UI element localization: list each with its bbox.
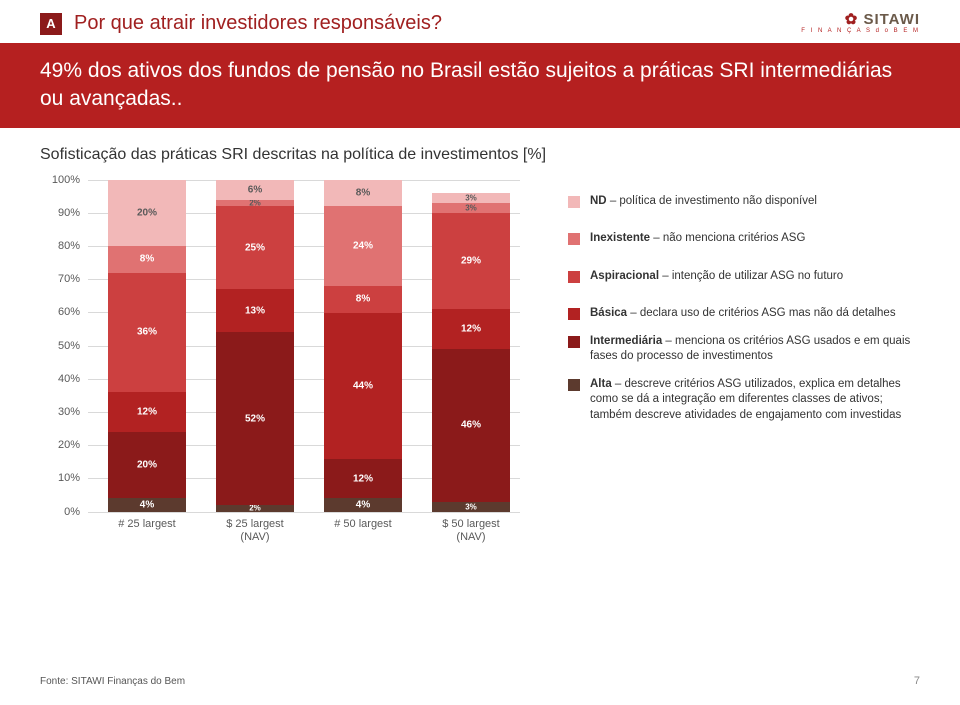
segment-alta: 4% [108,498,186,511]
segment-label: 4% [108,500,186,511]
plot-area: 4% 20% 12% 36% 8% 20% 2% 52% 13% 25% 2% 6% 4% 12% 44% 8… [88,180,520,512]
stacked-bar-chart: 0% 10% 20% 30% 40% 50% 60% 70% 80% 90% 100% 4% 20% 1… [40,174,540,564]
legend-text-alta: Alta – descreve critérios ASG utilizados… [590,377,920,424]
segment-label: 2% [216,504,294,513]
y-tick-label: 30% [58,406,80,418]
y-tick-label: 100% [52,174,80,186]
swatch-alta [568,379,580,391]
legend-text-nd: ND – política de investimento não dispon… [590,194,817,210]
segment-label: 3% [432,193,510,202]
section-badge: A [40,13,62,35]
legend-item-alta: Alta – descreve critérios ASG utilizados… [568,377,920,424]
segment-label: 8% [108,254,186,265]
legend-text-inexistente: Inexistente – não menciona critérios ASG [590,231,805,247]
segment-inexistente: 8% [108,246,186,273]
y-tick-label: 90% [58,207,80,219]
segment-basica: 13% [216,289,294,332]
logo-tagline: F I N A N Ç A S d o B E M [801,28,920,34]
content: 0% 10% 20% 30% 40% 50% 60% 70% 80% 90% 100% 4% 20% 1… [0,168,960,564]
y-tick-label: 60% [58,306,80,318]
segment-label: 13% [216,305,294,316]
x-tick-label: $ 50 largest (NAV) [426,518,516,544]
x-tick-label: # 50 largest [318,518,408,531]
segment-label: 3% [432,502,510,511]
y-tick-label: 70% [58,273,80,285]
segment-label: 46% [432,420,510,431]
segment-nd: 6% [216,180,294,200]
y-tick-label: 40% [58,373,80,385]
segment-label: 25% [216,242,294,253]
segment-inexistente: 3% [432,203,510,213]
segment-label: 12% [108,407,186,418]
swatch-intermediaria [568,336,580,348]
swatch-basica [568,308,580,320]
bar-1: 2% 52% 13% 25% 2% 6% [216,180,294,512]
y-tick-label: 10% [58,472,80,484]
segment-label: 52% [216,413,294,424]
swatch-inexistente [568,233,580,245]
y-tick-label: 80% [58,240,80,252]
segment-label: 6% [216,184,294,195]
segment-nd: 20% [108,180,186,246]
segment-label: 24% [324,241,402,252]
swatch-aspiracional [568,271,580,283]
logo: ✿ SITAWI F I N A N Ç A S d o B E M [801,10,920,34]
segment-aspiracional: 36% [108,273,186,393]
legend-text-basica: Básica – declara uso de critérios ASG ma… [590,306,896,322]
segment-label: 3% [432,203,510,212]
y-axis: 0% 10% 20% 30% 40% 50% 60% 70% 80% 90% 100% [40,174,84,518]
y-tick-label: 50% [58,340,80,352]
chart-title: Sofisticação das práticas SRI descritas … [0,128,960,168]
segment-aspiracional: 25% [216,206,294,289]
segment-label: 8% [324,187,402,198]
legend-item-intermediaria: Intermediária – menciona os critérios AS… [568,334,920,365]
segment-intermediaria: 46% [432,349,510,502]
segment-alta: 4% [324,498,402,511]
segment-aspiracional: 8% [324,286,402,313]
segment-label: 20% [108,460,186,471]
segment-label: 36% [108,327,186,338]
logo-text: ✿ SITAWI [801,10,920,28]
segment-inexistente: 2% [216,200,294,207]
segment-basica: 12% [108,392,186,432]
segment-label: 12% [432,324,510,335]
page-title: Por que atrair investidores responsáveis… [74,12,442,35]
segment-label: 44% [324,380,402,391]
bar-3: 3%46%12%29%3%3% [432,180,510,512]
legend-item-aspiracional: Aspiracional – intenção de utilizar ASG … [568,269,920,285]
legend-item-inexistente: Inexistente – não menciona critérios ASG [568,231,920,247]
bar-2: 4% 12% 44% 8% 24% 8% [324,180,402,512]
segment-basica: 12% [432,309,510,349]
legend-text-aspiracional: Aspiracional – intenção de utilizar ASG … [590,269,843,285]
segment-inexistente: 24% [324,206,402,286]
legend: ND – política de investimento não dispon… [568,174,920,564]
segment-label: 2% [216,198,294,207]
segment-intermediaria: 52% [216,332,294,505]
swatch-nd [568,196,580,208]
segment-nd: 3% [432,193,510,203]
segment-label: 29% [432,256,510,267]
page-number: 7 [914,675,920,687]
segment-nd: 8% [324,180,402,207]
x-tick-label: $ 25 largest (NAV) [210,518,300,544]
segment-label: 4% [324,500,402,511]
segment-label: 8% [324,294,402,305]
bar-0: 4% 20% 12% 36% 8% 20% [108,180,186,512]
segment-intermediaria: 20% [108,432,186,498]
segment-intermediaria: 12% [324,459,402,499]
segment-label: 12% [324,473,402,484]
legend-item-nd: ND – política de investimento não dispon… [568,194,920,210]
headline-band: 49% dos ativos dos fundos de pensão no B… [0,43,960,128]
segment-aspiracional: 29% [432,213,510,309]
segment-alta: 2% [216,505,294,512]
legend-text-intermediaria: Intermediária – menciona os critérios AS… [590,334,920,365]
segment-alta: 3% [432,502,510,512]
y-tick-label: 0% [64,506,80,518]
legend-item-basica: Básica – declara uso de critérios ASG ma… [568,306,920,322]
segment-basica: 44% [324,313,402,459]
source-footer: Fonte: SITAWI Finanças do Bem [40,676,185,687]
segment-label: 20% [108,207,186,218]
x-tick-label: # 25 largest [102,518,192,531]
y-tick-label: 20% [58,439,80,451]
